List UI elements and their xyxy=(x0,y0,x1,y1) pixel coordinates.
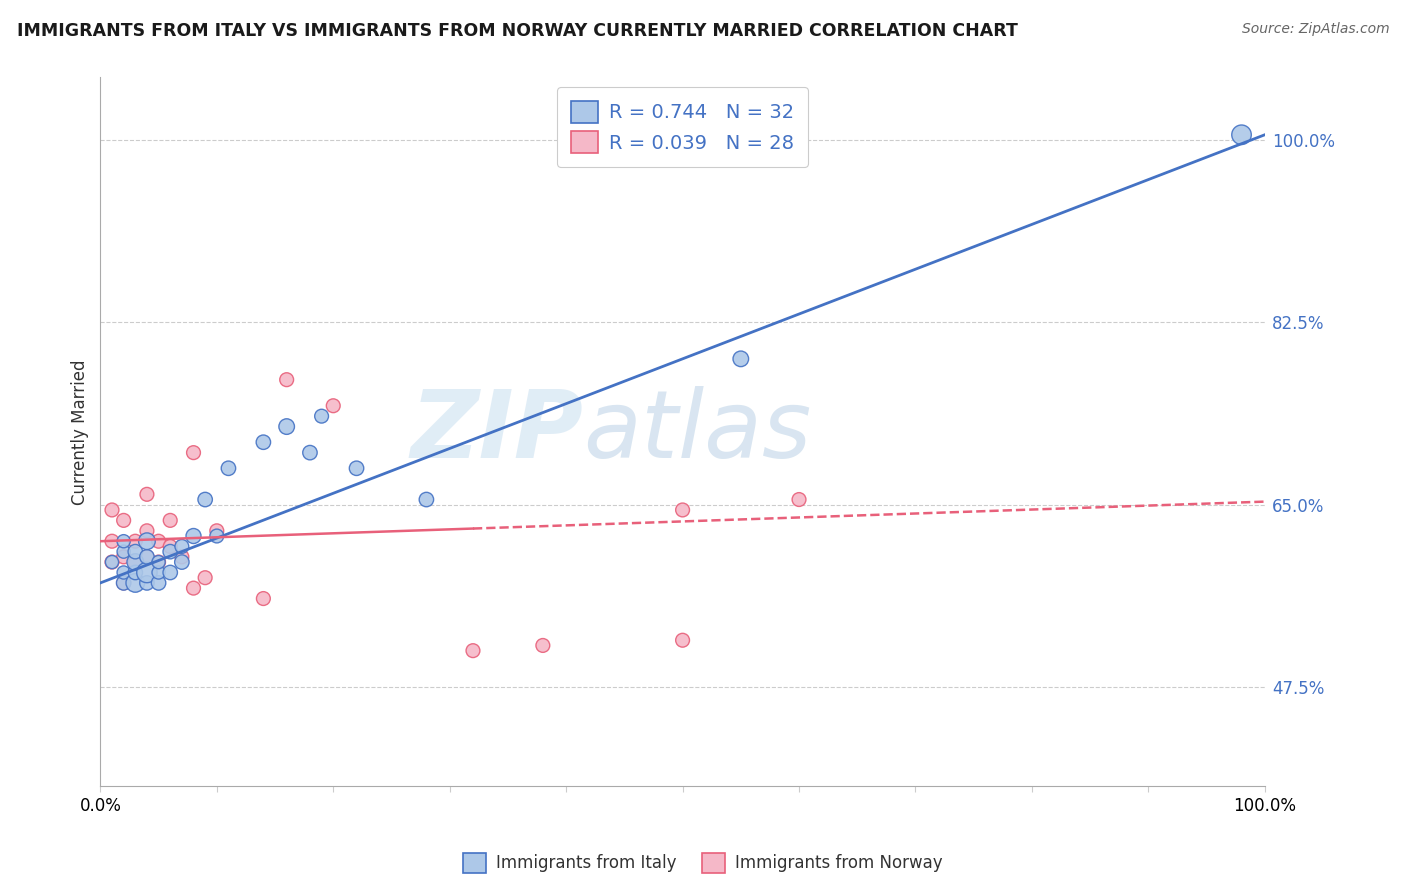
Point xyxy=(101,555,124,569)
Text: IMMIGRANTS FROM ITALY VS IMMIGRANTS FROM NORWAY CURRENTLY MARRIED CORRELATION CH: IMMIGRANTS FROM ITALY VS IMMIGRANTS FROM… xyxy=(17,22,1018,40)
Point xyxy=(194,492,217,507)
Legend: R = 0.744   N = 32, R = 0.039   N = 28: R = 0.744 N = 32, R = 0.039 N = 28 xyxy=(557,87,808,167)
Point xyxy=(170,540,193,554)
Y-axis label: Currently Married: Currently Married xyxy=(72,359,89,505)
Point xyxy=(101,503,124,517)
Point xyxy=(159,566,181,580)
Point xyxy=(136,487,159,501)
Point xyxy=(112,575,135,590)
Point xyxy=(183,581,205,595)
Point xyxy=(124,555,146,569)
Point xyxy=(136,549,159,564)
Point xyxy=(136,549,159,564)
Point xyxy=(124,566,146,580)
Text: atlas: atlas xyxy=(583,386,811,477)
Point xyxy=(194,571,217,585)
Point xyxy=(124,575,146,590)
Text: ZIP: ZIP xyxy=(411,386,583,478)
Point xyxy=(276,373,298,387)
Point xyxy=(311,409,333,424)
Point xyxy=(461,643,484,657)
Point xyxy=(112,549,135,564)
Point xyxy=(205,529,228,543)
Point xyxy=(148,555,170,569)
Point xyxy=(276,419,298,434)
Point xyxy=(124,534,146,549)
Point xyxy=(112,566,135,580)
Point xyxy=(159,540,181,554)
Point xyxy=(415,492,437,507)
Point xyxy=(159,513,181,527)
Point xyxy=(170,555,193,569)
Point xyxy=(322,399,344,413)
Text: Source: ZipAtlas.com: Source: ZipAtlas.com xyxy=(1241,22,1389,37)
Point xyxy=(112,534,135,549)
Point xyxy=(136,575,159,590)
Point xyxy=(148,566,170,580)
Point xyxy=(136,566,159,580)
Point xyxy=(112,544,135,558)
Point xyxy=(671,503,693,517)
Point xyxy=(159,544,181,558)
Point xyxy=(101,534,124,549)
Point xyxy=(136,524,159,538)
Point xyxy=(217,461,239,475)
Point xyxy=(148,534,170,549)
Point xyxy=(671,633,693,648)
Point xyxy=(730,351,752,366)
Point xyxy=(183,529,205,543)
Point xyxy=(298,445,321,459)
Point xyxy=(346,461,368,475)
Point xyxy=(252,591,274,606)
Point xyxy=(205,524,228,538)
Legend: Immigrants from Italy, Immigrants from Norway: Immigrants from Italy, Immigrants from N… xyxy=(457,847,949,880)
Point xyxy=(124,555,146,569)
Point xyxy=(112,513,135,527)
Point xyxy=(124,544,146,558)
Point xyxy=(252,435,274,450)
Point xyxy=(136,534,159,549)
Point xyxy=(112,575,135,590)
Point xyxy=(101,555,124,569)
Point xyxy=(148,555,170,569)
Point xyxy=(1230,128,1253,142)
Point xyxy=(183,445,205,459)
Point xyxy=(170,549,193,564)
Point xyxy=(148,575,170,590)
Point xyxy=(531,639,554,653)
Point xyxy=(787,492,810,507)
